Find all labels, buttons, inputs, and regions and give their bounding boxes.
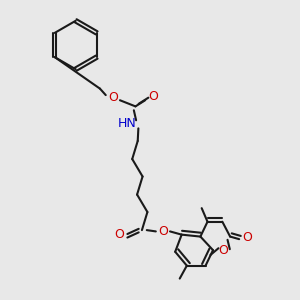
Text: O: O [108,91,118,104]
Text: O: O [114,228,124,241]
Text: O: O [158,225,168,238]
Text: O: O [218,244,228,257]
Text: O: O [242,231,252,244]
Text: O: O [148,90,158,103]
Text: HN: HN [118,117,137,130]
